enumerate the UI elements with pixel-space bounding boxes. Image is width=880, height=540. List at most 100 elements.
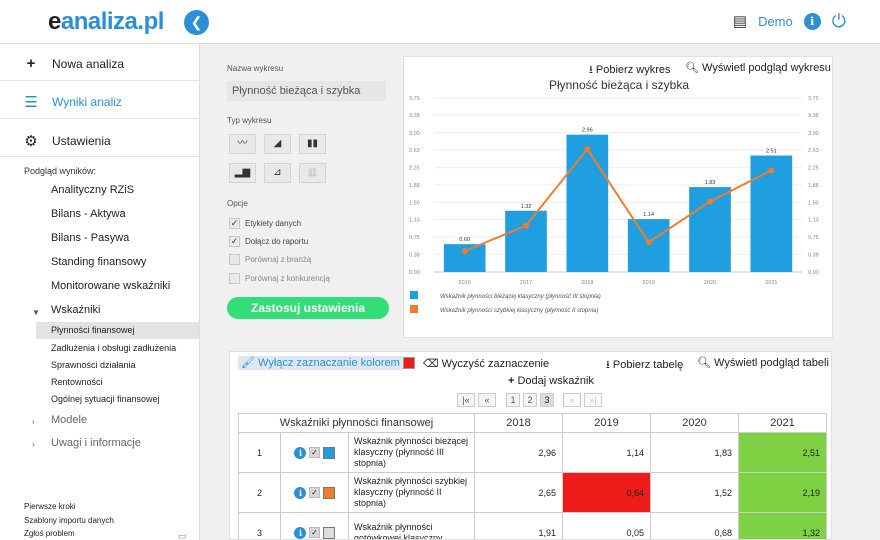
info-icon[interactable]: i <box>294 446 307 459</box>
user-name[interactable]: Demo <box>758 13 793 29</box>
footer-link-report-problem[interactable]: Zgłoś problem <box>24 529 75 538</box>
divider <box>0 80 200 81</box>
preview-chart-button[interactable]: 🔍︎ Wyświetl podgląd wykresu <box>685 61 831 74</box>
download-chart-button[interactable]: ⭳ Pobierz wykres <box>589 61 670 80</box>
table-header-year[interactable]: 2020 <box>650 413 739 433</box>
pager-prev-button[interactable]: « <box>478 393 496 407</box>
sidebar-item-settings[interactable]: ⚙ Ustawienia <box>22 132 110 150</box>
value-cell[interactable]: 2,51 <box>738 432 827 473</box>
table-header-year[interactable]: 2021 <box>738 413 827 433</box>
chart-canvas: Płynność bieżąca i szybka 0.00 0.00 0.38 0.3… <box>409 78 819 314</box>
pager-page-1[interactable]: 1 <box>506 393 520 407</box>
y-tick-label-right: 2.25 <box>808 166 819 172</box>
chevron-left-icon[interactable]: ❮ <box>184 10 209 35</box>
sidebar-item-monitored[interactable]: Monitorowane wskaźniki <box>51 280 171 292</box>
app-logo[interactable]: eanaliza.pl <box>48 8 164 36</box>
info-icon[interactable]: i <box>294 526 307 539</box>
sidebar-item-liabilities[interactable]: Bilans - Pasywa <box>51 232 130 244</box>
pager-next-button: » <box>563 393 581 407</box>
value-cell[interactable]: 2,96 <box>474 432 563 473</box>
pager-first-button[interactable]: |« <box>457 393 475 407</box>
sidebar-leaf-profitability[interactable]: Rentowności <box>51 377 103 387</box>
row-actions: i ✓ <box>280 472 349 513</box>
collapse-icon[interactable]: ▭ <box>178 531 187 540</box>
value-cell[interactable]: 2,19 <box>738 472 827 513</box>
sidebar-item-rzis[interactable]: Analityczny RZiS <box>51 184 135 196</box>
series-color-swatch[interactable] <box>322 446 335 459</box>
table-row[interactable]: 3 i ✓ Wskaźnik płynności gotówkowej klas… <box>238 512 827 539</box>
table-header-year[interactable]: 2018 <box>474 413 563 433</box>
line-point <box>707 198 713 205</box>
footer-link-import-templates[interactable]: Szablony importu danych <box>24 516 114 525</box>
stacked-bar-type-icon[interactable]: ▂▆ <box>229 163 256 183</box>
checkbox-label: Porównaj z konkurencją <box>245 274 330 283</box>
value-cell[interactable]: 1,52 <box>650 472 739 513</box>
x-tick-label: 2016 <box>459 280 471 286</box>
pager-page-2[interactable]: 2 <box>523 393 537 407</box>
add-indicator-button[interactable]: + Dodaj wskaźnik <box>508 375 594 387</box>
value-cell[interactable]: 1,32 <box>738 512 827 539</box>
sidebar-item-standing[interactable]: Standing finansowy <box>51 256 147 268</box>
table-row[interactable]: 2 i ✓ Wskaźnik płynności szybkiej klasyc… <box>238 472 827 513</box>
mixed-chart-type-icon[interactable]: ⊿ <box>264 163 291 183</box>
value-cell[interactable]: 2,65 <box>474 472 563 513</box>
table-header-year[interactable]: 2019 <box>562 413 651 433</box>
sidebar-item-notes[interactable]: Uwagi i informacje <box>51 437 141 449</box>
indicators-table: Wskaźniki płynności finansowej 2018 2019… <box>238 413 827 539</box>
x-tick-label: 2018 <box>581 280 593 286</box>
series-color-swatch[interactable] <box>322 526 335 539</box>
value-cell[interactable]: 1,14 <box>562 432 651 473</box>
sidebar-leaf-efficiency[interactable]: Sprawności działania <box>51 360 136 370</box>
include-checkbox[interactable]: ✓ <box>309 487 320 498</box>
value-cell[interactable]: 0,05 <box>562 512 651 539</box>
preview-table-button[interactable]: 🔍︎ Wyświetl podgląd tabeli <box>697 356 829 369</box>
sidebar-item-models[interactable]: Modele <box>51 414 88 426</box>
line-point <box>584 146 591 153</box>
series-color-swatch[interactable] <box>322 486 335 499</box>
pager-page-3[interactable]: 3 <box>540 393 554 407</box>
bar-data-label: 0.60 <box>459 237 470 243</box>
value-cell[interactable]: 1,83 <box>650 432 739 473</box>
toggle-color-marking-button[interactable]: 🖌︎ Wyłącz zaznaczanie kolorem <box>238 356 403 370</box>
info-icon[interactable]: i <box>803 12 821 30</box>
caret-down-icon[interactable]: ▼ <box>32 308 40 317</box>
value-cell[interactable]: 0,64 <box>562 472 651 513</box>
chart-name-input[interactable] <box>227 81 386 101</box>
info-icon[interactable]: i <box>294 486 307 499</box>
sidebar-item-new-analysis[interactable]: + Nowa analiza <box>22 55 124 72</box>
include-checkbox[interactable]: ✓ <box>309 527 320 538</box>
legend-label: Wskaźnik płynności bieżącej klasyczny (p… <box>440 294 601 300</box>
legend-label: Wskaźnik płynności szybkiej klasyczny (p… <box>440 308 598 314</box>
include-checkbox[interactable]: ✓ <box>309 447 320 458</box>
checkbox-label: Etykiety danych <box>245 219 302 228</box>
sidebar-item-assets[interactable]: Bilans - Aktywa <box>51 208 126 220</box>
checkbox-compare-industry[interactable]: Porównaj z branżą <box>229 254 311 265</box>
messages-icon[interactable]: ▤ <box>732 13 748 30</box>
checkbox-data-labels[interactable]: ✓ Etykiety danych <box>229 218 301 229</box>
apply-settings-button[interactable]: Zastosuj ustawienia <box>227 297 389 319</box>
value-cell[interactable]: 1,91 <box>474 512 563 539</box>
caret-right-icon[interactable]: › <box>32 417 35 426</box>
marking-color-swatch[interactable] <box>403 357 415 369</box>
download-table-button[interactable]: ⭳ Pobierz tabelę <box>606 356 683 375</box>
sidebar-leaf-general[interactable]: Ogólnej sytuacji finansowej <box>51 394 160 404</box>
checkbox-attach-report[interactable]: ✓ Dołącz do raportu <box>229 236 308 247</box>
table-row[interactable]: 1 i ✓ Wskaźnik płynności bieżącej klasyc… <box>238 432 827 473</box>
caret-right-icon[interactable]: › <box>32 440 35 449</box>
plus-icon: + <box>508 375 518 387</box>
footer-link-getting-started[interactable]: Pierwsze kroki <box>24 502 76 511</box>
power-icon[interactable]: ⏻ <box>831 11 846 31</box>
checkbox-compare-competition[interactable]: Porównaj z konkurencją <box>229 273 330 284</box>
sidebar-leaf-debt[interactable]: Zadłużenia i obsługi zadłużenia <box>51 343 177 353</box>
row-number: 1 <box>238 432 281 473</box>
sidebar-leaf-liquidity[interactable]: Płynności finansowej <box>51 325 135 335</box>
sidebar-item-results[interactable]: ☰ Wyniki analiz <box>22 93 122 111</box>
bar-chart-type-icon[interactable]: ▮▮ <box>299 134 326 154</box>
clear-selection-button[interactable]: ⌫ Wyczyść zaznaczenie <box>423 357 549 370</box>
value-cell[interactable]: 0,68 <box>650 512 739 539</box>
bar <box>566 134 609 272</box>
area-chart-type-icon[interactable]: ◢ <box>264 134 291 154</box>
line-chart-type-icon[interactable]: 〰 <box>229 134 256 154</box>
y-tick-label-left: 3.75 <box>409 96 420 102</box>
sidebar-item-indicators[interactable]: Wskaźniki <box>51 304 101 316</box>
